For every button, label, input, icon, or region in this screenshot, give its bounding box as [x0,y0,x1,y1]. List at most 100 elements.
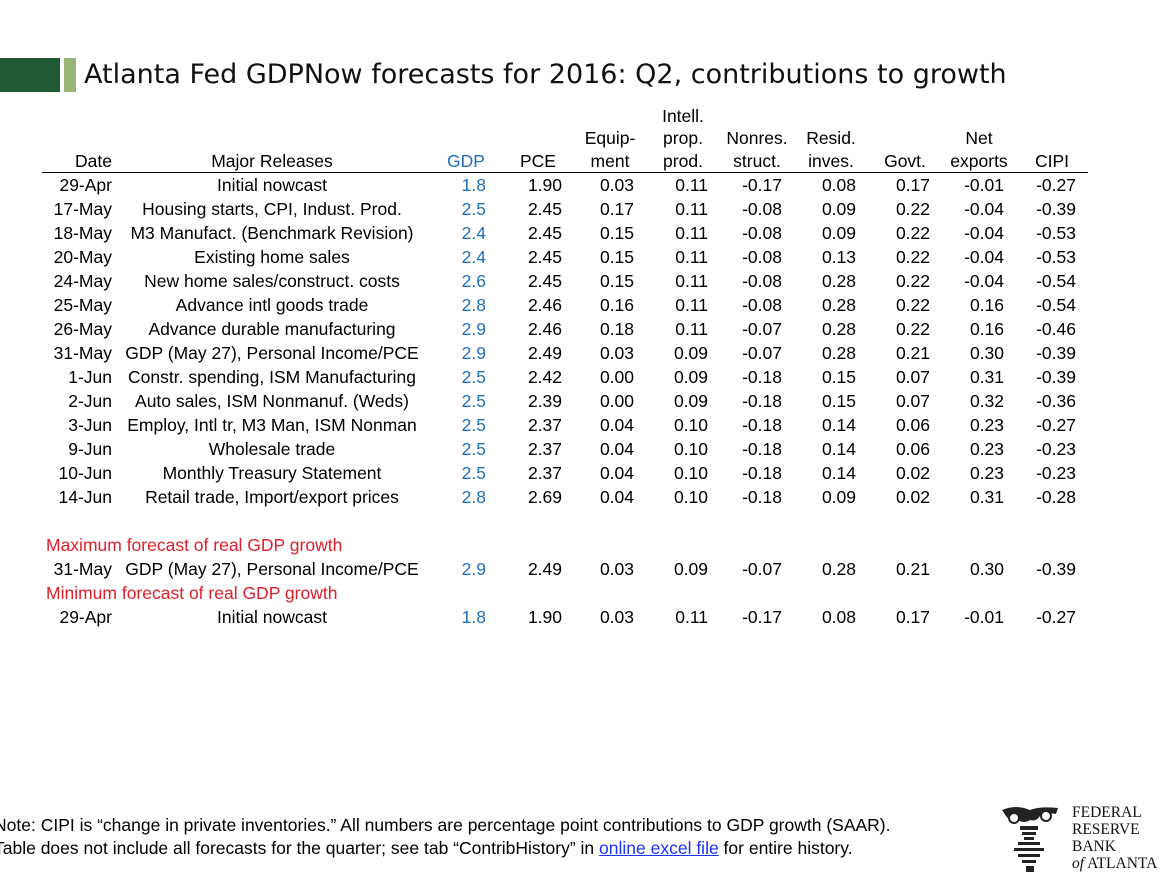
online-excel-file-link[interactable]: online excel file [599,838,719,858]
header-line [44,105,112,128]
cell-pce: 2.37 [527,439,562,459]
cell-pce: 2.49 [527,559,562,579]
cell-equipment: 0.04 [599,415,634,435]
header-line: GDP [447,150,485,171]
cell-date: 26-May [53,319,112,339]
cell-pce: 2.37 [527,415,562,435]
cell-govt: 0.22 [895,271,930,291]
cell-gdp: 2.8 [461,487,486,507]
cell-cipi: -0.39 [1036,559,1076,579]
header-line: prop. [663,128,703,148]
cell-govt: 0.21 [895,343,930,363]
min-forecast-heading-label: Minimum forecast of real GDP growth [46,583,338,603]
cell-major-releases: New home sales/construct. costs [144,271,400,291]
header-line [1018,127,1086,150]
cell-net-exports: -0.04 [964,271,1004,291]
cell-gdp: 2.5 [461,439,486,459]
header-equipment: Equip-ment [574,104,646,173]
header-net-exports: Net exports [942,104,1016,173]
header-line [870,127,940,150]
header-pce: PCE [502,104,574,173]
table-row: 14-Jun Retail trade, Import/export prices… [42,485,1088,509]
cell-resid-inves: 0.08 [821,175,856,195]
cell-pce: 2.45 [527,199,562,219]
cell-major-releases: Initial nowcast [217,175,327,195]
cell-net-exports: 0.31 [969,487,1004,507]
table-row: 25-May Advance intl goods trade 2.8 2.46 0.1… [42,293,1088,317]
cell-equipment: 0.15 [599,247,634,267]
cell-resid-inves: 0.14 [821,439,856,459]
cell-gdp: 2.4 [461,247,486,267]
cell-cipi: -0.53 [1036,223,1076,243]
cell-nonres-struct: -0.07 [742,343,782,363]
cell-resid-inves: 0.09 [821,223,856,243]
cell-nonres-struct: -0.18 [742,415,782,435]
cell-pce: 2.39 [527,391,562,411]
cell-date: 29-Apr [59,607,112,627]
min-forecast-row: 29-Apr Initial nowcast 1.8 1.90 0.03 0.11 -0.1… [42,605,1088,629]
cell-nonres-struct: -0.18 [742,391,782,411]
footnote-line-2: Table does not include all forecasts for… [0,837,891,860]
cell-equipment: 0.03 [599,343,634,363]
cell-net-exports: 0.30 [969,343,1004,363]
footnote-line-2-prefix: Table does not include all forecasts for… [0,838,600,858]
cell-gdp: 2.5 [461,463,486,483]
header-major-releases: Major Releases [114,104,430,173]
cell-date: 20-May [53,247,112,267]
cell-net-exports: 0.16 [969,319,1004,339]
cell-nonres-struct: -0.08 [742,199,782,219]
cell-equipment: 0.00 [599,391,634,411]
cell-nonres-struct: -0.18 [742,463,782,483]
header-line: Equip- [584,128,636,148]
cell-gdp: 2.8 [461,295,486,315]
header-line [116,105,428,128]
cell-date: 3-Jun [68,415,112,435]
cell-gdp: 2.6 [461,271,486,291]
cell-resid-inves: 0.28 [821,559,856,579]
cell-gdp: 2.5 [461,391,486,411]
title-accent-light-bar [64,58,76,92]
cell-cipi: -0.28 [1036,487,1076,507]
logo-of: of [1072,855,1085,872]
cell-nonres-struct: -0.08 [742,223,782,243]
footnote: Note: CIPI is “change in private invento… [0,814,891,860]
header-line: ment [590,150,630,171]
eagle-seal-icon [1002,807,1058,872]
cell-equipment: 0.16 [599,295,634,315]
header-line [870,105,940,128]
cell-resid-inves: 0.14 [821,415,856,435]
header-line [576,105,644,128]
cell-nonres-struct: -0.07 [742,319,782,339]
cell-gdp: 2.4 [461,223,486,243]
header-line [796,105,866,128]
cell-nonres-struct: -0.08 [742,247,782,267]
cell-net-exports: 0.23 [969,439,1004,459]
cell-major-releases: Initial nowcast [217,607,327,627]
cell-net-exports: -0.04 [964,199,1004,219]
cell-gdp: 2.5 [461,199,486,219]
header-govt: Govt. [868,104,942,173]
cell-resid-inves: 0.15 [821,391,856,411]
cell-nonres-struct: -0.08 [742,271,782,291]
cell-equipment: 0.15 [599,223,634,243]
table-row: 10-Jun Monthly Treasury Statement 2.5 2.37 0… [42,461,1088,485]
footnote-line-2-suffix: for entire history. [718,838,853,858]
cell-nonres-struct: -0.18 [742,367,782,387]
cell-resid-inves: 0.13 [821,247,856,267]
cell-intell-prop-prod: 0.09 [673,559,708,579]
cell-cipi: -0.46 [1036,319,1076,339]
header-line [44,127,112,150]
cell-major-releases: Monthly Treasury Statement [162,463,382,483]
cell-net-exports: 0.32 [969,391,1004,411]
max-forecast-row: 31-May GDP (May 27), Personal Income/PCE 2… [42,557,1088,581]
cell-major-releases: Wholesale trade [208,439,336,459]
header-line: Intell. [662,105,704,126]
cell-nonres-struct: -0.18 [742,439,782,459]
cell-gdp: 2.9 [461,343,486,363]
header-line: Net [965,128,993,148]
header-line [1018,105,1086,128]
cell-date: 29-Apr [59,175,112,195]
cell-cipi: -0.23 [1036,439,1076,459]
header-line [944,105,1014,128]
cell-date: 10-Jun [58,463,112,483]
